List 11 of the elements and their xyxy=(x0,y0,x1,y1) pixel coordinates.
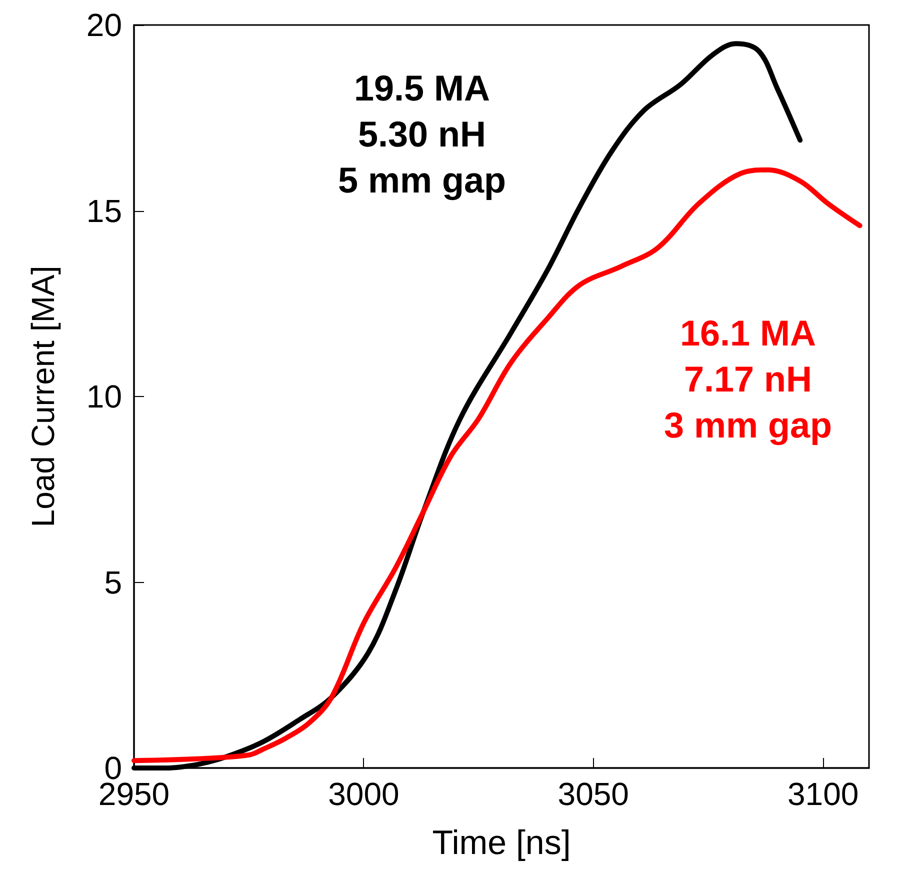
x-tick-label: 3050 xyxy=(558,776,629,812)
y-axis-title: Load Current [MA] xyxy=(25,266,61,528)
x-axis-title: Time [ns] xyxy=(432,824,571,862)
series-label: 16.1 MA 7.17 nH 3 mm gap xyxy=(664,312,832,446)
x-tick-label: 3000 xyxy=(328,776,400,812)
series-label: 19.5 MA 5.30 nH 5 mm gap xyxy=(338,68,506,200)
y-tick-label: 10 xyxy=(86,378,122,414)
y-tick-label: 5 xyxy=(104,564,122,600)
y-tick-label: 20 xyxy=(86,7,122,43)
y-tick-label: 15 xyxy=(86,192,122,229)
x-tick-label: 3100 xyxy=(787,776,859,812)
